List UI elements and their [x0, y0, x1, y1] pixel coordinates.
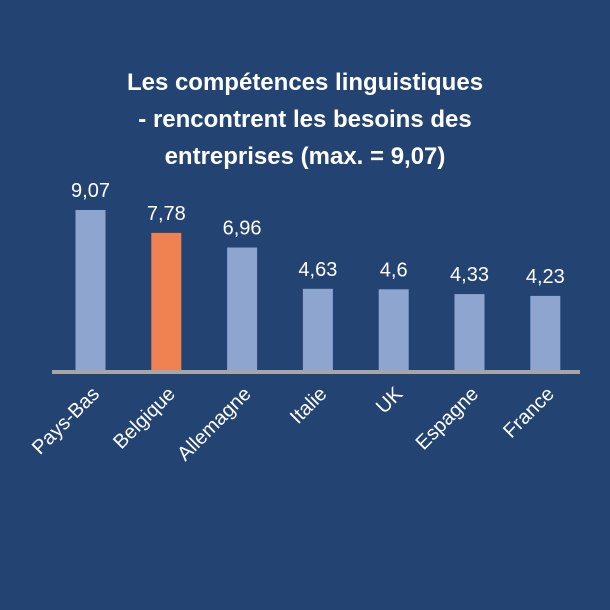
- value-label-belgique: 7,78: [147, 203, 186, 225]
- category-label-allemagne: Allemagne: [173, 383, 255, 465]
- chart-title: Les compétences linguistiques - rencontr…: [40, 64, 570, 175]
- bar-espagne: [454, 294, 485, 371]
- chart-title-line-3: entreprises (max. = 9,07): [164, 143, 446, 170]
- value-label-espagne: 4,33: [450, 264, 489, 286]
- value-label-france: 4,23: [526, 266, 565, 288]
- bar-uk: [378, 289, 409, 371]
- chart-title-line-1: Les compétences linguistiques: [126, 69, 484, 96]
- category-label-pays-bas: Pays-Bas: [28, 383, 104, 459]
- value-label-pays-bas: 9,07: [71, 180, 110, 202]
- bar-pays-bas: [75, 210, 106, 371]
- value-label-uk: 4,6: [380, 259, 408, 281]
- bar-allemagne: [227, 247, 258, 371]
- category-label-espagne: Espagne: [412, 383, 483, 454]
- value-label-allemagne: 6,96: [223, 218, 262, 240]
- bar-france: [530, 295, 561, 371]
- bar-italie: [302, 288, 333, 371]
- category-label-france: France: [499, 383, 559, 443]
- bar-belgique: [151, 232, 182, 371]
- category-label-italie: Italie: [286, 383, 331, 428]
- category-label-uk: UK: [372, 383, 408, 419]
- category-label-belgique: Belgique: [109, 383, 180, 454]
- chart-title-line-2: - rencontrent les besoins des: [138, 106, 472, 133]
- value-label-italie: 4,63: [298, 259, 337, 281]
